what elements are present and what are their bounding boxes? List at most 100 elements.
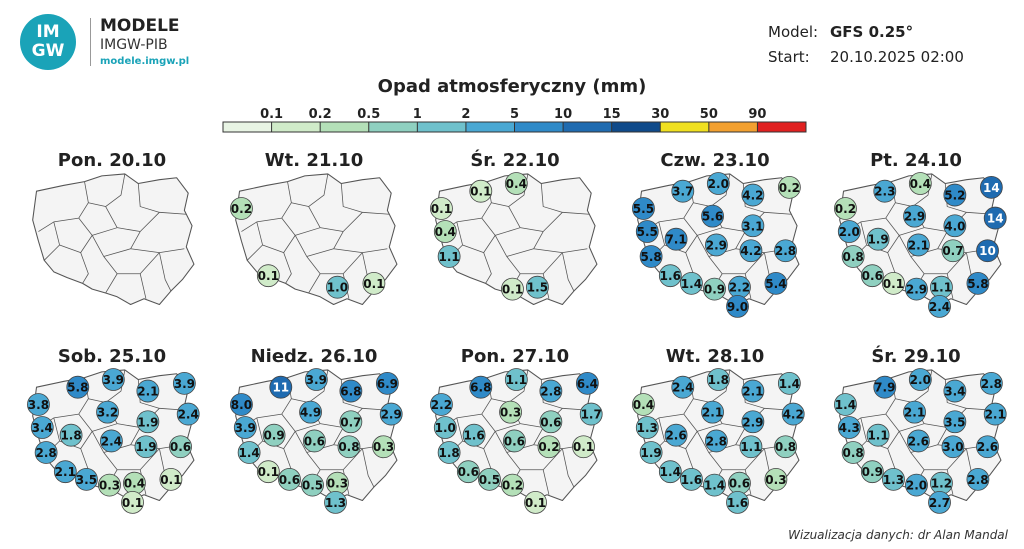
precip-marker [437,245,461,268]
region-border [483,252,492,284]
start-value: 20.10.2025 02:00 [830,48,964,66]
precip-value: 3.5 [944,415,965,429]
region-border [137,183,187,215]
region-border [340,183,390,215]
precip-value: 2.0 [906,479,927,493]
precip-marker [27,393,50,416]
chart-title: Opad atmosferyczny (mm) [377,76,647,97]
precip-marker [781,402,805,426]
precip-value: 1.9 [867,233,888,247]
precip-marker [302,429,326,453]
precip-marker [741,214,765,238]
precip-value: 0.6 [304,434,325,448]
precip-value: 6.4 [577,377,598,391]
precip-value: 1.4 [681,277,702,291]
precip-value: 0.1 [258,269,279,283]
precip-marker [98,473,121,497]
precip-marker [658,264,682,288]
day-panel: Sob. 25.10 5.8 3.9 2.1 3.9 3.8 3.2 2.4 3.4 1.8 1.9… [27,346,200,514]
precip-marker [379,402,403,426]
precip-marker [96,400,119,424]
region-border [542,469,550,495]
precip-marker [777,371,801,395]
logo-divider [90,18,91,66]
precip-marker [430,393,453,416]
day-title: Czw. 23.10 [660,150,769,171]
precip-marker [539,379,563,403]
precip-marker [501,473,524,497]
model-value: GFS 0.25° [830,23,914,41]
logo-title: MODELE [100,16,180,36]
legend-swatch [417,122,466,132]
precip-marker [701,204,724,228]
region-border [59,235,93,254]
region-border [159,252,172,292]
precip-marker [324,490,347,514]
precip-value: 1.4 [835,398,856,412]
precip-marker [233,416,257,439]
precip-marker [671,375,695,399]
precip-value: 4.0 [944,219,965,233]
precip-value: 2.1 [904,406,925,420]
precip-marker [941,435,965,459]
precip-value: 1.6 [681,473,702,487]
model-info: Model: GFS 0.25° Start: 20.10.2025 02:00 [768,20,964,70]
precip-marker [882,467,905,491]
legend-swatch [465,122,515,132]
precip-value: 2.7 [929,496,950,510]
precip-value: 0.4 [435,225,456,239]
precip-value: 2.1 [55,465,76,479]
day-title: Pon. 27.10 [461,346,569,367]
precip-marker [943,214,967,238]
precip-value: 2.0 [839,225,860,239]
precip-value: 1.1 [931,281,952,295]
precip-marker [75,467,98,491]
precip-value: 3.9 [103,373,124,387]
precip-marker [726,294,749,318]
precip-marker [976,435,999,459]
credit: Wizualizacja danych: dr Alan Mandal [788,528,1008,542]
precip-value: 0.8 [775,440,796,454]
precip-value: 0.6 [504,434,525,448]
legend-swatch [514,122,564,132]
legend-tick-label: 5 [510,107,519,122]
precip-value: 3.9 [235,421,256,435]
precip-marker [903,204,926,228]
precip-marker [635,416,659,439]
precip-marker [269,375,293,399]
precip-marker [632,393,655,416]
precip-value: 5.6 [702,210,723,224]
precip-marker [873,375,897,399]
precip-marker [469,179,493,203]
precip-marker [301,473,324,497]
precip-marker [539,410,563,434]
day-panel: Pon. 27.10 6.8 1.1 2.8 6.4 2.2 0.3 1.7 1.0 1.6 0.6… [430,346,603,514]
precip-marker [860,264,884,288]
precip-marker [172,371,196,395]
precip-value: 2.9 [381,408,402,422]
region-border [283,252,292,284]
precip-marker [136,410,160,434]
day-title: Pt. 24.10 [870,150,962,171]
day-title: Pon. 20.10 [58,150,166,171]
precip-value: 2.9 [906,283,927,297]
precip-value: 0.1 [363,277,384,291]
precip-marker [703,473,726,497]
precip-marker [834,393,857,416]
precip-value: 0.6 [540,415,561,429]
precip-marker [632,197,655,220]
precip-marker [59,423,83,447]
precip-value: 0.5 [302,479,323,493]
precip-marker [701,400,724,424]
precip-marker [572,435,595,459]
precip-value: 0.3 [765,473,786,487]
precip-value: 3.0 [942,440,963,454]
logo-url[interactable]: modele.imgw.pl [100,56,190,67]
precip-value: 0.8 [338,440,359,454]
poland-map [32,173,195,306]
precip-value: 14 [983,181,1000,195]
precip-marker [326,275,349,299]
precip-marker [304,368,328,391]
precip-marker [136,379,160,403]
precip-value: 4.9 [300,406,321,420]
